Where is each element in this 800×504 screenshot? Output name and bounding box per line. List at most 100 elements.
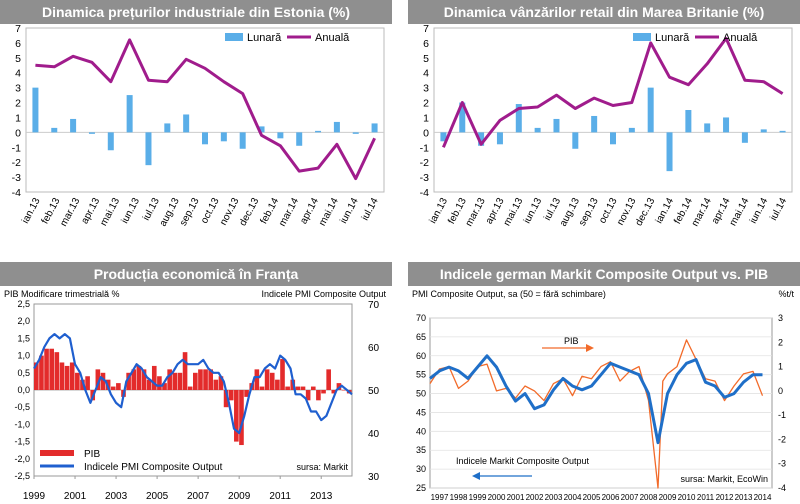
chart-title: Producția economică în Franța xyxy=(0,262,392,286)
x-tick-label: iun.13 xyxy=(120,196,143,226)
bar xyxy=(779,130,786,133)
bar xyxy=(182,352,188,390)
bar xyxy=(126,372,131,390)
x-tick-label: iul.14 xyxy=(360,196,381,223)
annotation-arrowhead xyxy=(586,344,594,352)
annotation-label: PIB xyxy=(564,336,579,346)
bar xyxy=(32,87,39,133)
bar xyxy=(59,362,65,390)
x-tick-label: 2003 xyxy=(105,491,128,502)
x-tick-label: iun.14 xyxy=(748,196,771,226)
series-line xyxy=(35,38,376,181)
bar xyxy=(244,390,249,397)
y-tick-label: -3 xyxy=(420,172,429,184)
bar xyxy=(162,383,167,390)
bar xyxy=(164,123,171,133)
bar xyxy=(331,390,337,394)
bar xyxy=(760,129,767,133)
x-tick-label: 2001 xyxy=(64,491,87,502)
x-tick-label: 2010 xyxy=(678,493,696,502)
bar xyxy=(534,127,541,133)
x-tick-label: iul.13 xyxy=(141,196,162,223)
bar xyxy=(107,132,114,151)
right-axis-subtitle: Indicele PMI Composite Output xyxy=(261,289,386,299)
bar xyxy=(88,132,95,134)
bar xyxy=(187,386,193,390)
x-tick-label: 2004 xyxy=(564,493,582,502)
bar xyxy=(198,369,203,390)
x-tick-label: mar.13 xyxy=(58,196,82,229)
source-note: sursa: Markit, EcoWin xyxy=(680,474,768,484)
y-tick-label: 2 xyxy=(423,98,429,110)
x-tick-label: 2012 xyxy=(716,493,734,502)
panel-germany: Indicele german Markit Composite Output … xyxy=(408,262,800,504)
chart-title: Dinamica prețurilor industriale din Esto… xyxy=(0,0,392,24)
x-tick-label: 2008 xyxy=(640,493,658,502)
bar xyxy=(277,132,284,139)
bar xyxy=(136,365,142,390)
y-tick-label: 40 xyxy=(416,426,426,436)
y2-tick-label: 70 xyxy=(368,300,380,311)
x-tick-label: iun.14 xyxy=(338,196,361,226)
y-tick-label: 3 xyxy=(15,83,21,95)
x-tick-label: sep.13 xyxy=(178,196,202,228)
bar xyxy=(34,362,39,390)
bar xyxy=(51,127,58,133)
bar xyxy=(85,376,90,390)
y-tick-label: -1,0 xyxy=(14,419,30,429)
y-tick-label: -1,5 xyxy=(14,437,30,447)
bar xyxy=(228,390,234,401)
bar xyxy=(310,386,316,390)
x-tick-label: 2007 xyxy=(187,491,210,502)
y-tick-label: 4 xyxy=(15,68,21,80)
y-tick-label: 2 xyxy=(15,98,21,110)
panel-uk: Dinamica vânzărilor retail din Marea Bri… xyxy=(408,0,800,252)
bar xyxy=(157,376,162,390)
bar xyxy=(145,132,152,166)
y-tick-label: 1 xyxy=(15,112,21,124)
y-tick-label: 7 xyxy=(423,24,429,35)
panel-france: Producția economică în Franța PIB Modifi… xyxy=(0,262,392,504)
bar xyxy=(685,110,692,133)
x-tick-label: 2002 xyxy=(526,493,544,502)
bar xyxy=(478,132,485,146)
x-tick-label: mai.14 xyxy=(728,196,752,228)
y2-tick-label: 1 xyxy=(778,362,783,372)
chart-title: Indicele german Markit Composite Output … xyxy=(408,262,800,286)
x-tick-label: 2003 xyxy=(545,493,563,502)
bar xyxy=(259,386,265,390)
left-axis-subtitle: PIB Modificare trimestrială % xyxy=(4,289,120,299)
bar xyxy=(647,87,654,133)
legend-swatch-bar xyxy=(633,33,651,41)
bar xyxy=(220,132,227,142)
left-axis-subtitle: PMI Composite Output, sa (50 = fără schi… xyxy=(412,289,606,299)
chart-title: Dinamica vânzărilor retail din Marea Bri… xyxy=(408,0,800,24)
legend-swatch-bar xyxy=(225,33,243,41)
bar xyxy=(572,132,579,149)
y-tick-label: 3 xyxy=(423,83,429,95)
bar xyxy=(628,127,635,133)
bar xyxy=(70,118,77,133)
legend-label: Anuală xyxy=(723,32,758,44)
series-line xyxy=(33,332,353,435)
bar xyxy=(116,383,121,390)
bar xyxy=(39,355,44,390)
y2-tick-label: -2 xyxy=(778,434,786,444)
y-tick-label: 70 xyxy=(416,313,426,323)
x-tick-label: mar.14 xyxy=(277,196,301,229)
y-tick-label: 60 xyxy=(416,351,426,361)
bar xyxy=(352,132,359,134)
bar xyxy=(69,362,75,390)
bar xyxy=(234,390,239,442)
bar xyxy=(305,390,311,401)
bar xyxy=(300,386,306,390)
y-tick-label: 65 xyxy=(416,332,426,342)
y2-tick-label: 30 xyxy=(368,472,380,483)
y-tick-label: 35 xyxy=(416,445,426,455)
bar xyxy=(704,123,711,133)
bar xyxy=(296,132,303,146)
bar xyxy=(553,118,560,133)
bar xyxy=(54,352,60,390)
x-tick-label: 2011 xyxy=(269,491,291,502)
